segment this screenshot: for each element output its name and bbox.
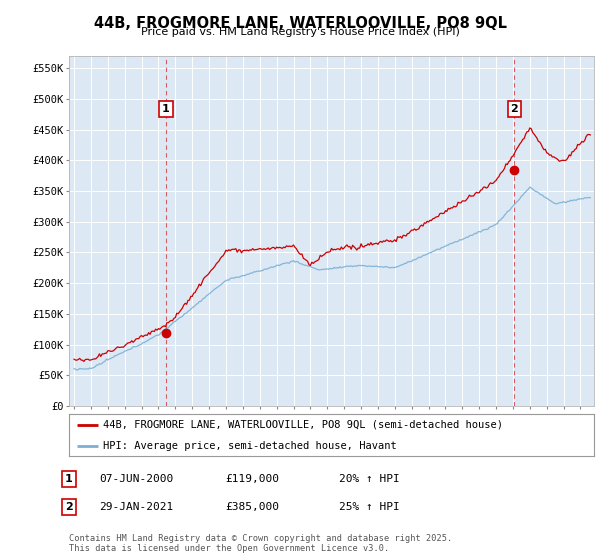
Text: Price paid vs. HM Land Registry's House Price Index (HPI): Price paid vs. HM Land Registry's House … bbox=[140, 27, 460, 37]
Text: 2: 2 bbox=[511, 104, 518, 114]
Text: 44B, FROGMORE LANE, WATERLOOVILLE, PO8 9QL (semi-detached house): 44B, FROGMORE LANE, WATERLOOVILLE, PO8 9… bbox=[103, 420, 503, 430]
Text: 29-JAN-2021: 29-JAN-2021 bbox=[99, 502, 173, 512]
Text: 07-JUN-2000: 07-JUN-2000 bbox=[99, 474, 173, 484]
Text: £385,000: £385,000 bbox=[225, 502, 279, 512]
Text: 1: 1 bbox=[65, 474, 73, 484]
Text: 20% ↑ HPI: 20% ↑ HPI bbox=[339, 474, 400, 484]
Text: £119,000: £119,000 bbox=[225, 474, 279, 484]
Text: 44B, FROGMORE LANE, WATERLOOVILLE, PO8 9QL: 44B, FROGMORE LANE, WATERLOOVILLE, PO8 9… bbox=[94, 16, 506, 31]
Text: 1: 1 bbox=[162, 104, 170, 114]
Text: 2: 2 bbox=[65, 502, 73, 512]
Text: Contains HM Land Registry data © Crown copyright and database right 2025.
This d: Contains HM Land Registry data © Crown c… bbox=[69, 534, 452, 553]
Text: 25% ↑ HPI: 25% ↑ HPI bbox=[339, 502, 400, 512]
Text: HPI: Average price, semi-detached house, Havant: HPI: Average price, semi-detached house,… bbox=[103, 441, 397, 451]
